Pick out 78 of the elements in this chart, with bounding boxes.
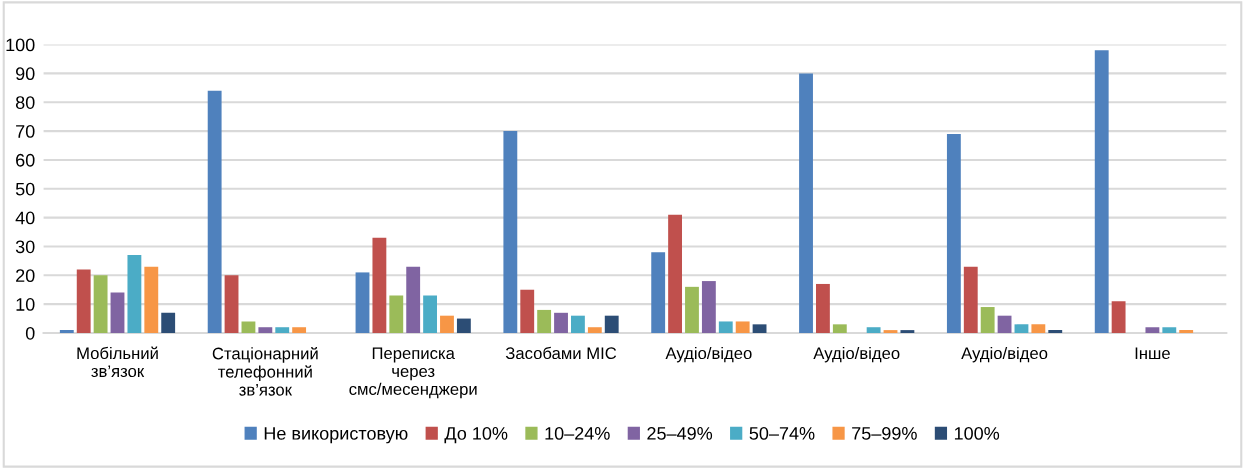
bar [389, 295, 404, 333]
legend-label: Не використовую [264, 427, 408, 444]
legend-label: 75–99% [852, 427, 917, 440]
bar [440, 315, 454, 333]
bar [1111, 301, 1126, 333]
y-tick-label: 10 [16, 298, 35, 311]
x-tick-label: Аудіо/відео [665, 346, 752, 363]
x-tick-label: Стаціонарний телефонний зв’язок [212, 346, 318, 396]
bar [946, 133, 961, 333]
bar [832, 324, 847, 333]
legend-label: 25–49% [647, 427, 713, 440]
bar [799, 73, 813, 333]
bar [456, 318, 471, 333]
x-tick-label: Аудіо/відео [961, 346, 1048, 363]
bar [258, 327, 273, 333]
bar [1094, 50, 1109, 333]
legend-label: 100% [954, 427, 1000, 440]
bar [161, 312, 176, 333]
bar [292, 327, 307, 333]
bar [93, 275, 108, 333]
bar [59, 330, 74, 333]
x-tick-label: Мобільний зв’язок [77, 346, 158, 378]
bar [685, 286, 699, 333]
bar [207, 90, 222, 333]
x-tick-label: Переписка через смс/месенджери [349, 347, 477, 399]
bar [604, 315, 619, 333]
bar [1048, 330, 1063, 333]
y-tick-label: 40 [15, 211, 35, 225]
bar [241, 321, 256, 333]
bar [110, 292, 125, 333]
y-tick-label: 50 [15, 182, 35, 196]
bar [406, 266, 421, 333]
bar [537, 309, 552, 333]
bar [1031, 324, 1046, 333]
bar [144, 266, 159, 333]
bar [587, 327, 602, 333]
y-tick-label: 30 [15, 240, 35, 254]
bar [275, 327, 290, 333]
bar [963, 266, 978, 333]
bar [735, 321, 750, 333]
x-tick-label: Засобами МІС [505, 346, 617, 360]
bar [997, 315, 1012, 333]
bar [752, 324, 767, 333]
x-tick-label: Аудіо/відео [813, 346, 900, 363]
bar [423, 295, 438, 333]
bar [372, 237, 387, 333]
bar [701, 281, 716, 333]
bar [224, 275, 239, 333]
legend-label: 10–24% [545, 427, 610, 440]
y-tick-label: 100 [6, 38, 35, 52]
bar [651, 252, 666, 333]
y-tick-label: 20 [16, 269, 35, 283]
bar [816, 283, 830, 333]
bar [883, 330, 898, 333]
legend-label: До 10% [444, 427, 508, 444]
legend-label: 50–74% [749, 427, 815, 440]
bar [866, 327, 881, 333]
bar [503, 131, 518, 333]
y-tick-label: 90 [16, 67, 35, 81]
bar [900, 330, 915, 333]
bar [1014, 324, 1029, 333]
bar [127, 255, 142, 333]
y-tick-label: 0 [25, 326, 35, 340]
y-tick-label: 80 [15, 96, 35, 109]
bar [668, 214, 683, 333]
bar [1162, 327, 1177, 333]
bar [980, 307, 995, 333]
bar [520, 289, 535, 333]
bar [1179, 330, 1194, 333]
bar [718, 321, 733, 333]
bar [571, 315, 585, 333]
bar [1145, 327, 1160, 333]
bar [76, 269, 91, 333]
x-tick-label: Інше [1135, 347, 1170, 360]
y-tick-label: 60 [16, 153, 35, 167]
bar [355, 272, 370, 333]
bar [554, 312, 568, 333]
y-tick-label: 70 [16, 125, 35, 138]
